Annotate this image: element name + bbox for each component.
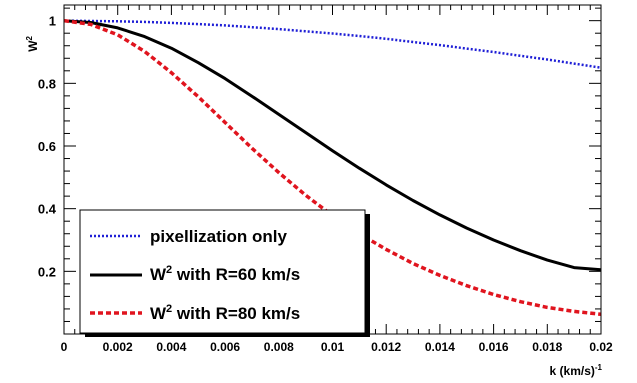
x-tick-label: 0.018 <box>532 340 562 354</box>
legend: pixellization only W2 with R=60 km/s W2 … <box>79 209 370 337</box>
x-tick-label: 0.01 <box>321 340 345 354</box>
y-tick-label: 0.6 <box>38 139 56 154</box>
x-tick-label: 0 <box>61 340 68 354</box>
x-tick-label: 0.006 <box>210 340 240 354</box>
legend-label-r60-main: W <box>150 265 167 284</box>
legend-label-r80-main: W <box>150 304 167 323</box>
x-axis-label: k (km/s)-1 <box>550 363 603 378</box>
y-axis-label-main: W <box>26 40 40 52</box>
x-tick-label: 0.008 <box>264 340 294 354</box>
x-tick-label: 0.014 <box>425 340 455 354</box>
axis-ticks <box>63 5 602 335</box>
axis-tick-labels: 0 0.002 0.004 0.006 0.008 0.01 0.012 0.014 0.016… <box>38 14 613 354</box>
series-line-pixellization <box>63 19 602 69</box>
y-tick-label: 0.2 <box>38 264 56 279</box>
x-tick-label: 0.02 <box>589 340 613 354</box>
x-tick-label: 0.004 <box>156 340 186 354</box>
y-axis-label: W2 <box>25 35 40 51</box>
x-axis-label-main: k (km/s) <box>550 364 595 378</box>
x-tick-label: 0.002 <box>103 340 133 354</box>
x-tick-label: 0.016 <box>479 340 509 354</box>
series-line-r60 <box>63 19 602 272</box>
x-tick-label: 0.012 <box>371 340 401 354</box>
legend-label-r60-sup: 2 <box>166 264 172 276</box>
legend-label-pixellization: pixellization only <box>150 227 288 246</box>
legend-label-r80-rest: with R=80 km/s <box>172 304 300 323</box>
y-tick-label: 0.8 <box>38 76 56 91</box>
y-axis-label-sup: 2 <box>25 35 34 40</box>
legend-label-pixellization-text: pixellization only <box>150 227 288 246</box>
y-tick-label: 0.4 <box>38 202 57 217</box>
legend-label-r60: W2 with R=60 km/s <box>150 264 300 284</box>
legend-label-r80-sup: 2 <box>166 303 172 315</box>
legend-box <box>79 209 366 334</box>
legend-label-r80: W2 with R=80 km/s <box>150 303 300 323</box>
legend-label-r60-rest: with R=60 km/s <box>172 265 300 284</box>
y-tick-label: 1 <box>49 14 56 29</box>
x-axis-label-sup: -1 <box>595 363 603 372</box>
